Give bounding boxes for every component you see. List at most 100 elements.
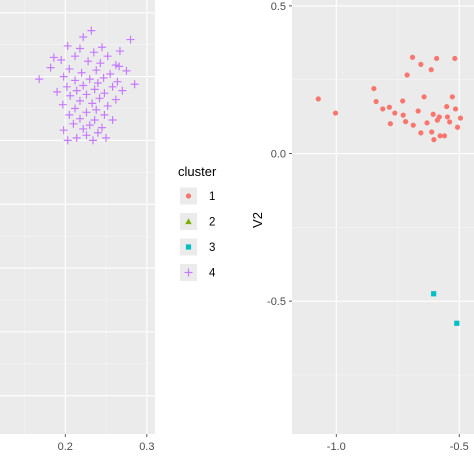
legend-circle-icon [185,193,192,199]
cluster-1-point [373,98,379,105]
cluster-4-point [93,128,102,137]
legend-triangle-icon [185,218,192,225]
cluster-4-point [63,136,72,145]
cluster-4-point [49,53,58,62]
left-x-tick-label: 0.3 [139,441,154,453]
cluster-1-point [431,137,437,143]
left-panel-grid [0,0,155,434]
cluster-1-point [444,103,450,110]
cluster-4-point [126,35,135,44]
cluster-4-point [108,115,117,124]
cluster-1-point [415,108,421,114]
cluster-1-point [457,115,464,121]
legend-title: cluster [178,164,217,179]
cluster-4-point [96,59,105,68]
cluster-4-point [58,100,67,109]
cluster-1-point [410,122,416,128]
cluster-4-point [92,66,101,75]
cluster-4-point [66,91,75,100]
cluster-4-point [71,104,80,113]
cluster-4-point [59,126,68,135]
cluster-1-point [400,112,406,118]
cluster-3-point [431,291,437,297]
left-panel-background [0,0,155,434]
legend-square-icon [185,244,192,250]
cluster-4-point [97,123,106,132]
cluster-4-point [85,75,94,84]
left-x-axis: 0.2 0.3 [58,434,154,453]
cluster-1-point [400,98,406,104]
cluster-1-point [441,133,448,139]
cluster-4-point [88,99,97,108]
cluster-4-point [90,85,99,94]
legend-item: 1 [180,187,215,205]
cluster-1-point [421,94,427,100]
cluster-4-point [79,33,88,42]
y-axis-title: V2 [250,212,265,228]
cluster-1-point [371,85,377,92]
legend-label: 2 [209,217,215,229]
right-panel-grid [292,0,474,434]
cluster-4-point [99,73,108,82]
cluster-4-point [93,78,102,87]
cluster-4-point [87,26,96,35]
cluster-1-point [387,121,393,127]
cluster-4-point [79,81,88,90]
cluster-4-point [130,80,139,89]
left-x-tick-label: 0.2 [58,441,73,453]
cluster-4-point [57,55,66,64]
cluster-4-point [75,96,84,105]
cluster-1-point [454,124,461,130]
cluster-1-point [437,133,443,139]
cluster-4-point [35,75,44,84]
cluster-4-point [100,110,109,119]
right-y-tick-label: 0.5 [271,1,286,13]
cluster-1-point [429,129,435,135]
legend-plus-icon [184,268,193,277]
legend-item: 4 [180,264,216,281]
cluster-1-point [332,110,339,116]
left-scatter-panel: 0.2 0.3 [0,0,155,453]
cluster-1-point [428,67,434,73]
legend-label: 3 [209,242,215,254]
cluster-3-point [454,320,460,326]
cluster-4-point [71,76,80,85]
cluster-4-point [95,94,104,103]
cluster-4-point [62,82,71,91]
cluster-4-point [100,89,109,98]
cluster-4-point [102,133,111,142]
legend-label: 4 [209,268,216,280]
cluster-4-point [118,86,127,95]
cluster-4-point [75,114,84,123]
cluster-4-point [103,101,112,110]
cluster-1-point [392,110,398,116]
cluster-4-point [71,52,80,61]
cluster-4-point [122,66,131,75]
cluster-4-point [82,90,91,99]
cluster-1-point [380,106,386,112]
cluster-4-point [65,64,74,73]
cluster-4-point [85,121,94,130]
cluster-4-point [115,47,124,56]
legend-items: 1 2 3 4 [180,187,216,281]
cluster-4-point [111,95,120,104]
cluster-4-point [84,57,93,66]
cluster-4-point [113,77,122,86]
cluster-1-point [315,96,321,102]
cluster-4-point [72,86,81,95]
cluster-4-point [75,44,84,53]
right-y-tick-label: -0.5 [267,296,286,308]
cluster-1-point [452,106,459,112]
cluster-4-point [46,63,55,72]
cluster-legend: cluster 1 2 3 4 [178,164,217,281]
legend-item: 2 [180,213,215,230]
cluster-4-point [77,68,86,77]
cluster-4-point [53,87,62,96]
cluster-4-point [65,110,74,119]
cluster-1-point [430,111,436,117]
cluster-4-point [89,48,98,57]
right-x-tick-label: -1.0 [327,441,346,453]
cluster-1-point [404,72,410,78]
cluster-4-point [63,41,72,50]
cluster-1-point [418,130,424,136]
